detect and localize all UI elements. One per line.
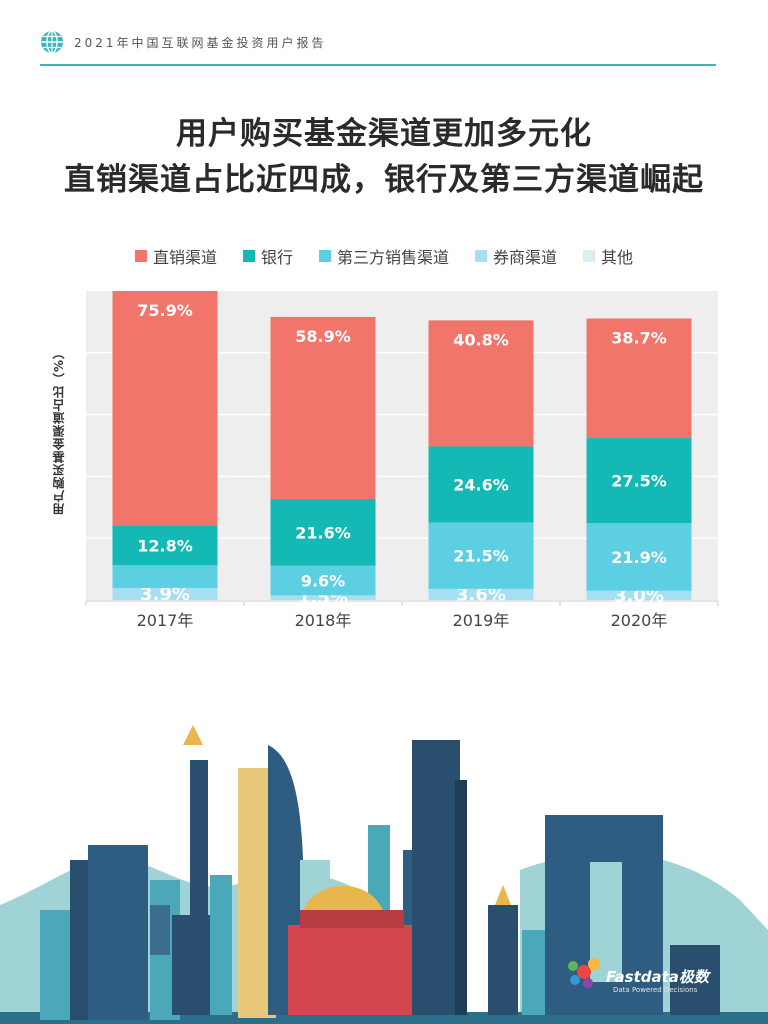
data-label: 21.6%: [295, 523, 351, 542]
bar-segment: [428, 446, 534, 523]
data-label: 3.6%: [456, 584, 506, 605]
data-label: 12.8%: [137, 536, 193, 555]
bar-segment: [112, 525, 218, 566]
data-label: 21.9%: [611, 548, 667, 567]
legend-label: 第三方销售渠道: [336, 248, 449, 267]
data-label: 38.7%: [611, 329, 667, 348]
bar-segment: [428, 588, 534, 600]
legend-swatch: [318, 250, 331, 262]
data-label: 21.5%: [453, 547, 509, 566]
brand-name: Fastdata极数: [606, 968, 709, 986]
bar-segment: [586, 523, 692, 591]
bar-segment: [112, 587, 218, 600]
legend-item-bank: 银行: [242, 244, 293, 268]
x-tick-label: 2020年: [611, 611, 668, 630]
legend-swatch: [134, 250, 147, 262]
legend-item-broker: 券商渠道: [475, 244, 557, 268]
legend-item-other: 其他: [583, 244, 633, 268]
legend-label: 其他: [601, 248, 634, 267]
data-label: 24.6%: [453, 475, 509, 494]
headline-line-1: 用户购买基金渠道更加多元化: [176, 116, 592, 152]
bar-segment: [428, 320, 534, 447]
data-label: 40.8%: [453, 330, 509, 349]
bar-segment: [270, 595, 376, 600]
headline-line-2: 直销渠道占比近四成，银行及第三方渠道崛起: [64, 162, 704, 198]
legend-swatch: [242, 250, 255, 262]
bar-segment: [270, 565, 376, 596]
brand-tagline: Data Powered Decisions: [613, 986, 698, 994]
data-label: 3.9%: [140, 584, 190, 605]
legend-item-direct: 直销渠道: [134, 244, 217, 268]
legend-label: 直销渠道: [152, 248, 217, 267]
bar-segment: [270, 498, 376, 566]
chart-legend: 直销渠道 银行 第三方销售渠道 券商渠道 其他: [0, 244, 768, 268]
x-tick-label: 2017年: [137, 611, 194, 630]
bar-segment: [270, 316, 376, 499]
data-label: 9.6%: [301, 572, 345, 591]
bar-segment: [586, 590, 692, 600]
data-label: 27.5%: [611, 472, 667, 491]
legend-swatch: [583, 250, 596, 262]
bar-segment: [112, 565, 218, 588]
data-label: 58.9%: [295, 327, 351, 346]
bar-segment: [586, 438, 692, 524]
legend-item-third-party: 第三方销售渠道: [318, 244, 449, 268]
data-label: 75.9%: [137, 301, 193, 320]
report-title: 2021年中国互联网基金投资用户报告: [74, 36, 327, 50]
brand-logo-icon: [568, 958, 600, 988]
bar-segment: [428, 522, 534, 589]
bar-segment: [112, 291, 218, 526]
x-tick-label: 2018年: [295, 611, 352, 630]
legend-swatch: [475, 250, 487, 262]
legend-label: 银行: [260, 248, 293, 267]
x-tick-label: 2019年: [453, 611, 510, 630]
bar-segment: [586, 318, 692, 439]
legend-label: 券商渠道: [493, 248, 558, 267]
globe-icon: [41, 30, 63, 54]
report-header: 2021年中国互联网基金投资用户报告: [40, 28, 716, 66]
